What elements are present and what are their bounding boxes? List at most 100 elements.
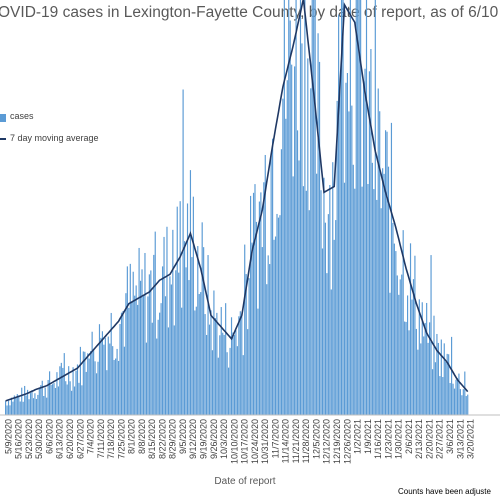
case-bar — [47, 379, 49, 415]
case-bar — [298, 160, 300, 415]
x-tick-label: 11/7/2020 — [270, 419, 280, 458]
case-bar — [421, 302, 423, 415]
case-bar — [250, 195, 252, 415]
case-bar — [461, 395, 463, 415]
x-tick-label: 7/4/2020 — [86, 419, 96, 454]
case-bar — [201, 222, 203, 415]
x-tick-label: 5/30/2020 — [34, 419, 44, 459]
x-tick-label: 8/8/2020 — [137, 419, 147, 454]
case-bar — [277, 217, 280, 415]
case-bar — [183, 241, 186, 415]
case-bar — [126, 266, 128, 415]
case-bar — [100, 337, 102, 415]
x-tick-label: 9/5/2020 — [178, 419, 188, 454]
x-tick-label: 7/18/2020 — [106, 419, 116, 459]
case-bar — [101, 331, 103, 415]
case-bar — [467, 394, 469, 415]
case-bar — [383, 173, 385, 415]
case-bar — [330, 289, 332, 415]
case-bar — [169, 276, 171, 415]
case-bar — [405, 321, 407, 415]
case-bar — [217, 357, 219, 415]
case-bar — [380, 208, 382, 415]
legend-cases-swatch — [0, 114, 6, 122]
case-bar — [411, 299, 413, 415]
case-bar — [364, 68, 366, 415]
legend-cases-label: cases — [10, 111, 34, 121]
case-bar — [295, 0, 297, 415]
case-bar — [269, 264, 271, 415]
case-bar — [115, 358, 117, 415]
x-tick-label: 10/31/2020 — [260, 419, 270, 464]
case-bar — [60, 362, 62, 415]
case-bar — [16, 394, 18, 415]
case-bar — [107, 336, 109, 415]
x-tick-label: 10/10/2020 — [229, 419, 239, 464]
case-bar — [191, 257, 193, 415]
case-bar — [247, 329, 249, 415]
case-bar — [404, 321, 406, 415]
case-bar — [451, 336, 453, 415]
case-bar — [417, 349, 419, 415]
case-bar — [314, 0, 316, 415]
moving-average-line — [5, 0, 469, 402]
case-bar — [147, 296, 149, 415]
case-bar — [333, 239, 335, 415]
case-bar — [66, 384, 68, 415]
case-bar — [110, 312, 112, 415]
case-bar — [459, 389, 461, 415]
case-bar — [291, 64, 293, 416]
case-bar — [235, 330, 237, 415]
case-bar — [43, 395, 45, 415]
case-bar — [318, 61, 321, 416]
case-bar — [402, 230, 404, 415]
case-bar — [153, 254, 155, 415]
case-bar — [267, 255, 269, 415]
case-bar — [28, 399, 30, 415]
case-bar — [433, 315, 435, 415]
case-bar — [443, 343, 445, 415]
case-bar — [283, 0, 285, 415]
case-bar — [273, 239, 275, 415]
case-bar — [299, 0, 302, 416]
case-bar — [241, 316, 243, 415]
case-bar — [222, 332, 224, 415]
x-tick-label: 3/6/2021 — [445, 419, 455, 454]
x-tick-label: 5/16/2020 — [14, 419, 24, 459]
case-bar — [448, 354, 450, 415]
case-bar — [219, 335, 221, 415]
case-bar — [354, 188, 356, 415]
case-bar — [407, 295, 409, 415]
case-bar — [244, 244, 246, 415]
case-bar — [233, 334, 236, 415]
x-tick-label: 12/26/2020 — [342, 419, 352, 464]
case-bar — [53, 383, 55, 415]
case-bar — [87, 353, 89, 415]
case-bar — [355, 0, 357, 415]
case-bar — [229, 347, 231, 415]
case-bar — [22, 401, 24, 415]
case-bar — [458, 373, 460, 415]
case-bar — [365, 0, 368, 415]
case-bar — [296, 130, 299, 416]
case-bar — [73, 386, 76, 415]
case-bar — [132, 271, 134, 415]
case-bar — [263, 182, 265, 415]
case-bar — [336, 100, 338, 416]
x-tick-label: 5/23/2020 — [24, 419, 34, 459]
case-bar — [78, 382, 80, 415]
case-bar — [289, 20, 291, 415]
case-bar — [408, 330, 410, 415]
case-bar — [94, 361, 96, 415]
case-bar — [151, 322, 153, 415]
case-bar — [376, 199, 378, 415]
case-bar — [320, 190, 322, 415]
case-bar — [163, 236, 165, 415]
case-bar — [69, 381, 71, 415]
case-bar — [197, 246, 199, 415]
case-bar — [161, 266, 164, 415]
case-bar — [272, 138, 274, 415]
case-bar — [25, 395, 27, 415]
case-bar — [123, 346, 126, 415]
case-bar — [179, 201, 181, 415]
